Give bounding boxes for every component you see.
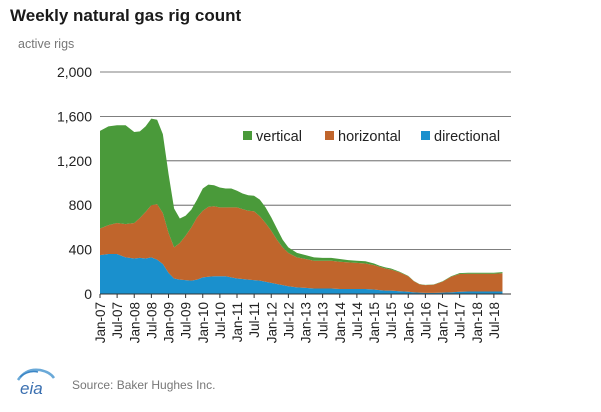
y-tick-label: 400	[69, 242, 93, 258]
x-tick-label: Jul-15	[384, 302, 399, 339]
x-tick-label: Jul-14	[350, 302, 365, 339]
x-tick-label: Jul-12	[281, 302, 296, 339]
legend-swatch-horizontal	[325, 131, 334, 140]
x-tick-label: Jan-14	[333, 302, 348, 344]
x-tick-label: Jan-12	[264, 302, 279, 343]
y-tick-label: 1,600	[57, 108, 92, 124]
x-tick-label: Jan-15	[367, 302, 382, 343]
y-axis-unit-label: active rigs	[18, 37, 75, 51]
x-tick-label: Jul-08	[144, 302, 159, 339]
chart-title: Weekly natural gas rig count	[10, 6, 242, 25]
y-tick-label: 1,200	[57, 153, 92, 169]
x-tick-label: Jan-08	[127, 302, 142, 343]
x-tick-label: Jan-13	[299, 302, 314, 343]
source-note: Source: Baker Hughes Inc.	[72, 378, 216, 392]
eia-logo-text: eia	[20, 379, 43, 398]
x-tick-label: Jan-18	[470, 302, 485, 343]
x-tick-label: Jul-07	[110, 302, 125, 339]
legend-swatch-vertical	[243, 131, 252, 140]
x-tick-label: Jan-11	[230, 302, 245, 342]
legend-swatch-directional	[421, 131, 430, 140]
eia-logo: eia	[16, 368, 56, 398]
x-tick-label: Jul-18	[487, 302, 502, 339]
legend-label-directional: directional	[434, 129, 500, 145]
x-tick-label: Jan-09	[162, 302, 177, 343]
area-directional	[100, 254, 503, 294]
x-tick-label: Jan-10	[196, 302, 211, 343]
y-tick-label: 0	[84, 286, 92, 302]
area-horizontal	[100, 204, 503, 293]
x-tick-label: Jan-16	[401, 302, 416, 343]
legend-label-vertical: vertical	[256, 129, 302, 145]
x-tick-label: Jan-07	[93, 302, 108, 343]
x-tick-label: Jul-17	[453, 302, 468, 339]
x-tick-label: Jul-16	[418, 302, 433, 339]
legend-label-horizontal: horizontal	[338, 129, 401, 145]
x-tick-label: Jul-13	[316, 302, 331, 339]
y-tick-label: 800	[69, 197, 93, 213]
x-tick-label: Jul-10	[213, 302, 228, 339]
x-tick-label: Jan-17	[436, 302, 451, 343]
x-tick-label: Jul-11	[247, 302, 262, 338]
y-tick-label: 2,000	[57, 64, 92, 80]
area-vertical	[100, 118, 503, 286]
x-tick-label: Jul-09	[179, 302, 194, 339]
